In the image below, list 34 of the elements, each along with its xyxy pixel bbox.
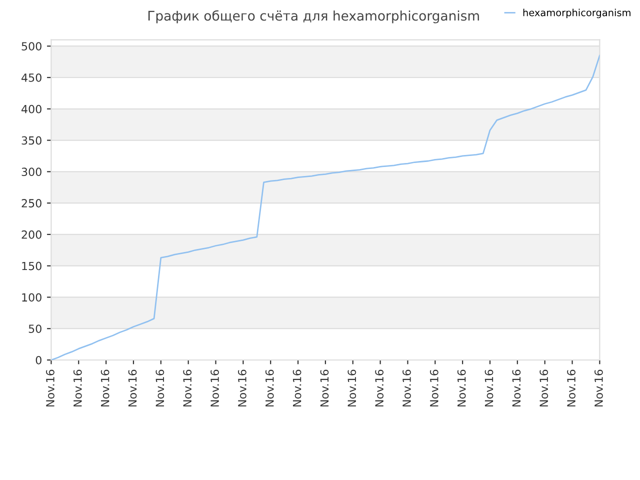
x-tick-label: Nov.16 (46, 370, 54, 406)
y-tick-label: 100 (22, 293, 42, 302)
x-tick-label: Nov.16 (567, 370, 576, 406)
y-tick-label: 450 (22, 73, 42, 82)
x-tick-label: Nov.16 (402, 370, 411, 406)
legend-label: hexamorphicorganism (523, 8, 630, 18)
y-tick-label: 400 (22, 104, 42, 114)
chart-title: График общего счёта для hexamorphicorganism (148, 10, 479, 24)
x-tick-label: Nov.16 (156, 370, 164, 406)
x-tick-label: Nov.16 (128, 370, 137, 406)
x-tick-label: Nov.16 (320, 370, 329, 406)
x-tick-label: Nov.16 (430, 370, 438, 406)
x-tick-label: Nov.16 (512, 370, 521, 406)
y-tick-label: 350 (22, 136, 42, 145)
x-tick-label: Nov.16 (73, 370, 82, 406)
x-tick-label: Nov.16 (292, 370, 302, 406)
x-tick-label: Nov.16 (375, 370, 384, 406)
x-tick-label: Nov.16 (348, 370, 356, 406)
x-tick-label: Nov.16 (210, 370, 219, 406)
x-tick-label: Nov.16 (100, 370, 110, 406)
x-tick-label: Nov.16 (183, 370, 192, 406)
x-tick-label: Nov.16 (265, 370, 274, 406)
y-tick-label: 200 (22, 230, 42, 239)
x-tick-label: Nov.16 (457, 370, 466, 406)
y-tick-label: 300 (22, 168, 42, 176)
x-tick-label: Nov.16 (594, 370, 603, 406)
x-tick-label: Nov.16 (238, 370, 246, 406)
y-tick-label: 250 (22, 199, 42, 208)
y-tick-label: 0 (36, 356, 42, 364)
x-tick-label: Nov.16 (540, 370, 548, 406)
y-tick-label: 500 (22, 42, 42, 50)
y-tick-label: 150 (22, 262, 42, 270)
y-tick-label: 50 (28, 324, 42, 333)
x-tick-label: Nov.16 (484, 370, 494, 406)
